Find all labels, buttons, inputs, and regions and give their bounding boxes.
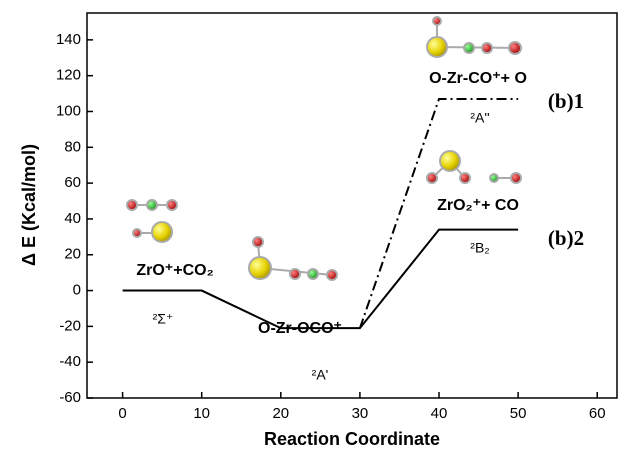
x-tick-label: 10 [193,405,210,422]
x-axis-title: Reaction Coordinate [264,429,440,449]
y-tick-label: -40 [59,353,81,370]
y-tick-label: -60 [59,389,81,406]
x-tick-label: 50 [510,405,527,422]
y-tick-label: 20 [64,246,81,263]
y-tick-label: 40 [64,210,81,227]
y-axis-title: Δ E (Kcal/mol) [19,144,39,266]
y-tick-label: 140 [56,31,81,48]
y-tick-label: 100 [56,102,81,119]
series-line [122,228,519,330]
annotation: ²B₂ [470,240,489,256]
plot-frame [86,12,618,399]
x-tick-label: 0 [118,405,126,422]
x-tick-label: 60 [589,405,606,422]
annotation: (b)2 [548,226,584,250]
annotation: (b)1 [548,89,584,113]
annotation: ZrO⁺+CO₂ [136,262,213,279]
y-tick-label: -20 [59,317,81,334]
annotation: ²Σ⁺ [153,311,174,327]
x-tick-label: 20 [272,405,289,422]
series-line [358,97,519,329]
y-tick-label: 60 [64,174,81,191]
molecules [126,16,522,281]
x-tick-label: 40 [431,405,448,422]
annotation: ZrO₂⁺+ CO [437,197,519,214]
y-tick-label: 0 [73,282,81,299]
annotation: O-Zr-OCO⁺ [258,320,342,337]
x-tick-label: 30 [352,405,369,422]
annotation: ²A' [312,367,329,383]
annotation: ²A'' [470,110,489,126]
annotation: O-Zr-CO⁺+ O [429,70,527,87]
y-tick-label: 80 [64,138,81,155]
y-tick-label: 120 [56,67,81,84]
